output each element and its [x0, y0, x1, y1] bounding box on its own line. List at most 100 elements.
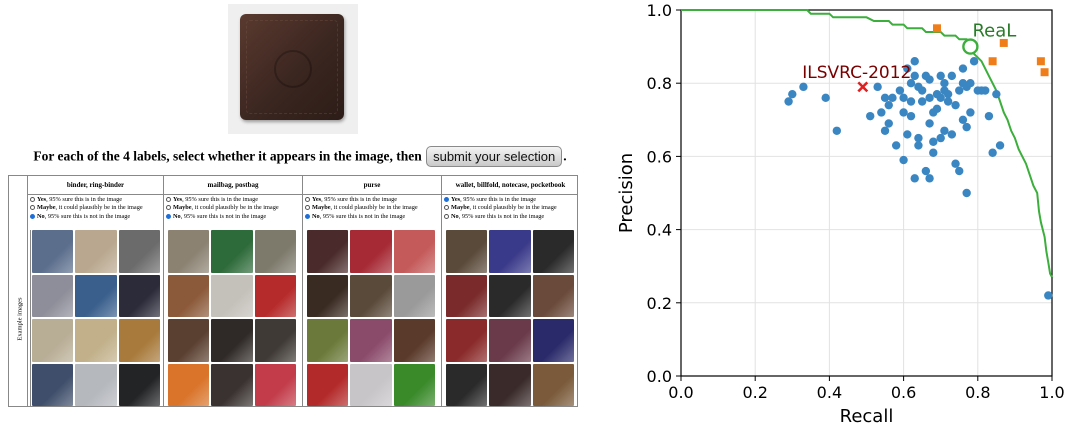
- example-image: [32, 363, 74, 406]
- answer-option[interactable]: No, 95% sure this is not in the image: [444, 213, 557, 221]
- model-point: [906, 79, 916, 88]
- model-point: [936, 71, 945, 81]
- example-image: [532, 274, 574, 317]
- model-point: [958, 64, 968, 73]
- model-point: [906, 97, 916, 106]
- radio-button[interactable]: [30, 205, 35, 211]
- model-point: [884, 100, 893, 110]
- example-image: [489, 319, 531, 362]
- x-tick-label: 0.8: [965, 383, 990, 402]
- annotations: ILSVRC-2012 ReaL: [802, 21, 1016, 93]
- answer-option[interactable]: Yes, 95% sure this is in the image: [166, 196, 279, 204]
- orange-square-point: [1036, 57, 1045, 66]
- model-point: [955, 86, 964, 95]
- model-point: [910, 71, 919, 81]
- radio-button[interactable]: [166, 205, 171, 211]
- example-image: [75, 274, 117, 317]
- x-axis-label: Recall: [840, 406, 894, 427]
- answer-option[interactable]: Maybe, it could plausibly be in the imag…: [166, 204, 279, 212]
- example-image: [532, 363, 574, 406]
- model-point: [951, 159, 960, 168]
- model-point: [832, 126, 842, 135]
- example-image: [446, 363, 488, 406]
- model-point: [940, 79, 949, 88]
- model-point: [910, 57, 919, 66]
- x-tick-label: 1.0: [1039, 383, 1064, 402]
- answer-option[interactable]: Yes, 95% sure this is in the image: [305, 196, 418, 204]
- option-description: , it could plausibly be in the image: [469, 204, 557, 212]
- example-image: [168, 274, 210, 317]
- model-point: [925, 119, 934, 128]
- submit-button[interactable]: submit your selection: [426, 146, 563, 167]
- query-image: [228, 4, 358, 134]
- option-keyword: No: [312, 212, 320, 220]
- example-image: [211, 319, 253, 362]
- instruction-text: For each of the 4 labels, select whether…: [0, 146, 600, 167]
- radio-button[interactable]: [166, 197, 171, 203]
- option-keyword: Yes: [312, 196, 322, 203]
- model-point: [917, 97, 927, 106]
- precision-recall-chart: 0.0 0.2 0.4 0.6 0.8 1.0 0.0 0.2 0.4 0.6 0.8 1.0 Rec…: [616, 1, 1065, 427]
- model-point: [903, 130, 912, 139]
- model-point: [966, 108, 975, 117]
- option-keyword: No: [173, 212, 181, 220]
- real-label: ReaL: [972, 21, 1016, 42]
- model-point: [899, 93, 908, 103]
- example-image: [168, 363, 210, 406]
- option-description: , 95% sure this is not in the image: [44, 212, 131, 220]
- answer-option[interactable]: Yes, 95% sure this is in the image: [444, 196, 557, 204]
- model-point: [943, 89, 953, 99]
- answer-options: Yes, 95% sure this is in the image Maybe,…: [444, 196, 557, 221]
- example-image: [350, 274, 392, 317]
- example-image: [75, 363, 117, 406]
- example-image: [254, 363, 296, 406]
- radio-button[interactable]: [30, 197, 35, 203]
- example-image: [446, 274, 488, 317]
- y-tick-label: 0.0: [647, 367, 672, 386]
- model-point: [788, 89, 797, 99]
- model-point: [895, 86, 905, 95]
- option-description: , 95% sure this is not in the image: [319, 212, 406, 220]
- radio-button[interactable]: [444, 197, 449, 203]
- radio-button[interactable]: [305, 213, 310, 219]
- radio-button[interactable]: [30, 213, 35, 219]
- model-point: [936, 93, 945, 103]
- answer-options: Yes, 95% sure this is in the image Maybe,…: [305, 196, 418, 221]
- radio-button[interactable]: [305, 205, 310, 211]
- radio-button[interactable]: [444, 213, 449, 219]
- model-point: [921, 166, 931, 176]
- example-image: [118, 230, 160, 273]
- option-keyword: Yes: [451, 196, 461, 203]
- option-keyword: Maybe: [451, 204, 470, 212]
- answer-option[interactable]: Maybe, it could plausibly be in the imag…: [30, 204, 143, 212]
- x-tick-label: 0.6: [891, 383, 916, 402]
- option-keyword: No: [451, 212, 459, 220]
- answer-option[interactable]: Maybe, it could plausibly be in the imag…: [305, 204, 418, 212]
- model-point: [880, 126, 890, 135]
- example-image: [168, 319, 210, 362]
- axis-ticks: 0.0 0.2 0.4 0.6 0.8 1.0 0.0 0.2 0.4 0.6 0.8 1.0: [647, 1, 1065, 402]
- example-image-grid: [446, 230, 574, 406]
- x-tick-label: 0.4: [817, 383, 842, 402]
- radio-button[interactable]: [305, 197, 310, 203]
- example-image: [118, 363, 160, 406]
- example-image: [489, 230, 531, 273]
- model-point: [943, 97, 953, 106]
- example-image: [532, 230, 574, 273]
- ilsvrc-label: ILSVRC-2012: [802, 63, 911, 83]
- answer-option[interactable]: No, 95% sure this is not in the image: [30, 213, 143, 221]
- answer-option[interactable]: No, 95% sure this is not in the image: [305, 213, 418, 221]
- model-point: [899, 108, 908, 117]
- example-image: [446, 230, 488, 273]
- answer-option[interactable]: Yes, 95% sure this is in the image: [30, 196, 143, 204]
- radio-button[interactable]: [166, 213, 171, 219]
- example-image: [393, 274, 435, 317]
- example-image: [307, 230, 349, 273]
- x-tick-label: 0.0: [668, 383, 693, 402]
- model-point: [873, 82, 882, 92]
- answer-option[interactable]: Maybe, it could plausibly be in the imag…: [444, 204, 557, 212]
- radio-button[interactable]: [444, 205, 449, 211]
- label-header: mailbag, postbag: [164, 176, 302, 195]
- answer-option[interactable]: No, 95% sure this is not in the image: [166, 213, 279, 221]
- y-tick-label: 1.0: [647, 1, 672, 20]
